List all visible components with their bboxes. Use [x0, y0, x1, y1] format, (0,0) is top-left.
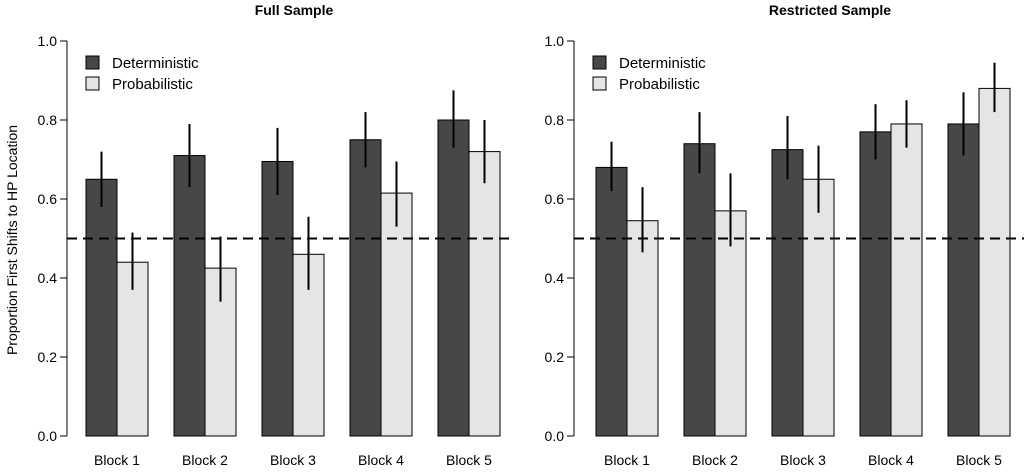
y-tick-label: 0.4 [545, 270, 565, 286]
bar-probabilistic-1 [626, 220, 659, 437]
y-tick-label: 0.8 [38, 112, 58, 128]
x-tick-label: Block 5 [446, 452, 492, 468]
y-tick-label: 0.2 [38, 349, 58, 365]
y-axis-label: Proportion First Shifts to HP Location [4, 125, 20, 355]
chart-title: Restricted Sample [769, 2, 891, 18]
y-tick-label: 1.0 [545, 33, 565, 49]
y-tick-label: 0.6 [38, 191, 58, 207]
legend-swatch-deterministic [85, 55, 100, 70]
y-tick-label: 0.8 [545, 112, 565, 128]
bar-probabilistic-4 [890, 123, 923, 437]
x-tick-label: Block 2 [182, 452, 228, 468]
legend-swatch-probabilistic [592, 76, 607, 91]
chart-panel-2: Restricted Sample 0.0 0.2 0.4 0.6 0.8 1.0 Block… [545, 2, 1024, 468]
bar-deterministic-3 [771, 149, 804, 437]
x-tick-label: Block 4 [358, 452, 404, 468]
bar-deterministic-5 [437, 119, 470, 437]
x-tick-label: Block 3 [780, 452, 826, 468]
bar-probabilistic-3 [802, 178, 835, 437]
chart-title: Full Sample [255, 2, 334, 18]
bar-deterministic-4 [859, 131, 892, 437]
y-tick-label: 0.0 [545, 428, 565, 444]
legend-label-deterministic: Deterministic [112, 55, 199, 72]
x-tick-label: Block 1 [604, 452, 650, 468]
x-tick-label: Block 1 [94, 452, 140, 468]
y-tick-label: 0.6 [545, 191, 565, 207]
bar-probabilistic-1 [116, 261, 149, 437]
y-tick-label: 0.2 [545, 349, 565, 365]
legend-swatch-probabilistic [85, 76, 100, 91]
y-tick-label: 0.4 [38, 270, 58, 286]
bar-deterministic-4 [349, 139, 382, 437]
bar-deterministic-3 [261, 160, 294, 437]
bar-probabilistic-4 [380, 192, 413, 437]
bar-deterministic-2 [173, 155, 206, 437]
y-tick-label: 0.0 [38, 428, 58, 444]
bar-probabilistic-5 [978, 87, 1011, 437]
bar-deterministic-5 [947, 123, 980, 437]
legend-swatch-deterministic [592, 55, 607, 70]
legend-label-deterministic: Deterministic [619, 55, 706, 72]
legend-label-probabilistic: Probabilistic [112, 76, 193, 93]
x-tick-label: Block 2 [692, 452, 738, 468]
bar-probabilistic-2 [714, 210, 747, 437]
x-tick-label: Block 3 [270, 452, 316, 468]
legend-label-probabilistic: Probabilistic [619, 76, 700, 93]
bar-probabilistic-5 [468, 151, 501, 437]
x-tick-label: Block 5 [956, 452, 1002, 468]
chart-panel-1: Full Sample 0.0 0.2 0.4 0.6 0.8 1.0 Block 1 Bloc… [38, 2, 515, 468]
bar-deterministic-2 [683, 143, 716, 437]
bar-deterministic-1 [85, 178, 118, 437]
y-tick-label: 1.0 [38, 33, 58, 49]
bar-deterministic-1 [595, 166, 628, 437]
x-tick-label: Block 4 [868, 452, 914, 468]
